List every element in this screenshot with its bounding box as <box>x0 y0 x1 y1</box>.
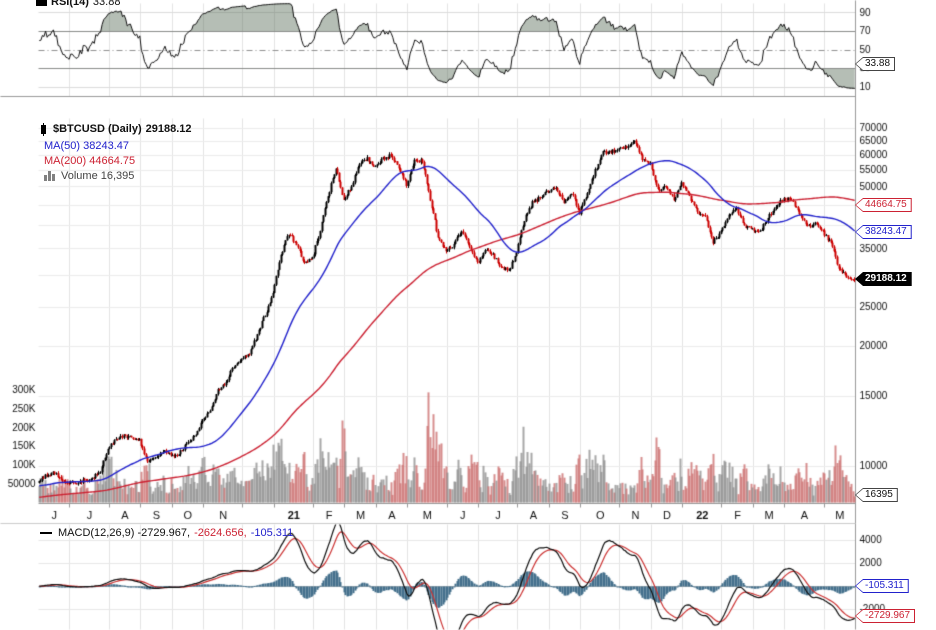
macd-hist-axis-tag: -105.311 <box>855 579 909 593</box>
rsi-legend-value: 33.88 <box>92 0 121 8</box>
ma200-legend: MA(200) 44664.75 <box>44 155 135 167</box>
last-price-axis-tag: 29188.12 <box>855 272 912 286</box>
price-legend-symbol: $BTCUSD (Daily) <box>53 123 142 135</box>
volume-axis-tag-value: 16395 <box>856 489 897 501</box>
ma50-legend-label: MA(50) 38243.47 <box>44 140 129 152</box>
macd-line-axis-tag: -2729.967 <box>855 609 916 623</box>
rsi-legend-icon <box>36 0 47 6</box>
rsi-axis-tag: 33.88 <box>855 57 896 71</box>
ma50-axis-tag: 38243.47 <box>855 225 912 239</box>
volume-legend: Volume 16,395 <box>44 170 134 182</box>
macd-hist-axis-tag-value: -105.311 <box>856 580 908 592</box>
macd-line-axis-tag-value: -2729.967 <box>856 610 915 622</box>
ma50-legend: MA(50) 38243.47 <box>44 140 129 152</box>
volume-bars-icon <box>44 171 55 181</box>
ma200-axis-tag: 44664.75 <box>855 198 912 212</box>
rsi-legend: RSI(14) 33.88 <box>36 0 120 8</box>
macd-hist-value: -105.311 <box>250 527 294 539</box>
price-legend-value: 29188.12 <box>145 123 192 135</box>
ma50-axis-tag-value: 38243.47 <box>856 226 911 238</box>
macd-line-icon <box>40 532 52 534</box>
ma200-axis-tag-value: 44664.75 <box>856 199 911 211</box>
volume-legend-label: Volume 16,395 <box>61 170 135 182</box>
rsi-axis-tag-value: 33.88 <box>856 58 895 70</box>
price-legend: $BTCUSD (Daily) 29188.12 <box>40 122 192 136</box>
ma200-legend-label: MA(200) 44664.75 <box>44 155 136 167</box>
macd-signal-value: -2624.656, <box>194 527 247 539</box>
macd-legend: MACD(12,26,9) -2729.967, -2624.656, -105… <box>40 527 293 539</box>
macd-legend-label: MACD(12,26,9) -2729.967, <box>58 527 191 539</box>
last-price-axis-tag-value: 29188.12 <box>856 273 911 285</box>
rsi-legend-label: RSI(14) <box>51 0 89 8</box>
candlestick-icon <box>41 122 46 136</box>
volume-axis-tag: 16395 <box>855 488 898 502</box>
